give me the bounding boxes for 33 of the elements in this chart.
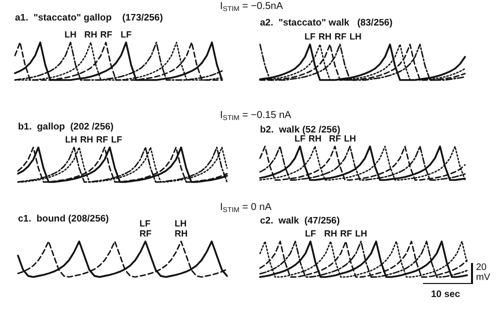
chart-title: c1. bound (208/256) [18,213,109,224]
series-label: LF [111,134,123,144]
chart-title: a1. "staccato" gallop (173/256) [15,12,163,24]
text: I$_{STIM}$ = −0.5nA [220,1,283,15]
series-label: RF [334,31,347,42]
chart-title: c2. walk (47/256) [260,215,340,226]
series-label: LH [344,133,356,144]
series-label: RH [318,31,332,42]
text: I$_{STIM}$ = −0.15 nA [220,110,292,124]
series-label: LF [304,31,316,42]
series-label: RF [329,133,342,144]
chart-title: b2. walk (52 /256) [260,124,340,136]
series-label: RH [80,134,94,144]
text: 20 mV [476,262,492,283]
series-label: RF [100,29,113,40]
series-label: RF [340,228,353,238]
series-label: LF [294,133,306,144]
series-label: RH [308,133,322,144]
text: I$_{STIM}$ = 0 nA [220,202,272,216]
chart-title: a2. "staccato" walk (83/256) [260,17,393,28]
chart-title: b1. gallop (202 /256) [18,121,114,132]
series-label: LH [64,29,77,40]
series-label: LF RF [139,218,152,238]
series-label: LH RH [174,218,188,238]
series-label: RH [84,29,98,40]
series-label: LF [120,29,132,40]
text: 10 sec [431,289,460,300]
series-label: LH [65,134,78,144]
series-label: LH [349,31,362,42]
series-label: RF [96,134,109,144]
series-label: LF [304,228,316,238]
series-label: RH [324,228,338,238]
series-label: LH [355,228,368,238]
